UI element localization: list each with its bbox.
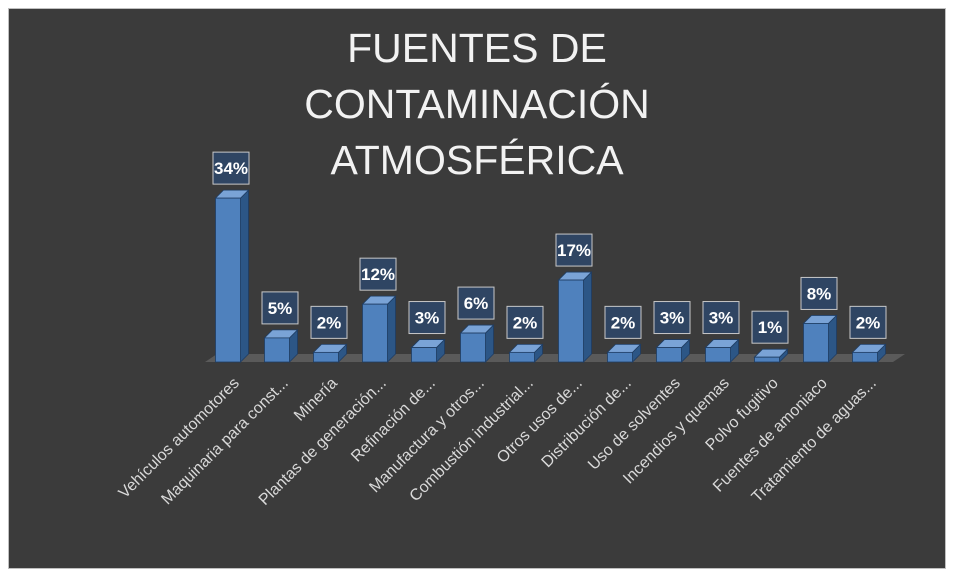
bar-front [558,279,584,363]
bar [606,343,642,363]
bar-front [509,351,535,363]
bar-side [387,295,396,363]
value-label: 2% [317,313,342,332]
value-label: 3% [415,309,440,328]
bar-front [460,332,486,363]
chart-title: FUENTES DE CONTAMINACIÓN ATMOSFÉRICA [304,25,650,183]
bar [508,343,544,363]
x-tick-label: Distribución de... [539,375,635,471]
value-label: 2% [856,313,881,332]
bar-front [215,197,241,363]
value-label: 2% [513,313,538,332]
bar [655,338,691,363]
value-label-box [359,257,397,291]
value-label-box [751,310,789,344]
bar-front [656,347,682,363]
value-label: 1% [758,318,783,337]
value-label: 2% [611,313,636,332]
value-label: 12% [361,265,395,284]
value-label-box [849,305,887,339]
value-label-box [310,305,348,339]
value-label-box [212,151,250,185]
value-label: 3% [709,309,734,328]
bar-front [852,351,878,363]
value-label-box [457,286,495,320]
value-label-box [653,301,691,335]
value-label: 3% [660,309,685,328]
x-tick-label: Refinación de... [348,375,439,466]
x-tick-label: Minería [291,375,341,425]
bar [459,324,495,363]
bar-front [607,351,633,363]
bar-side [240,189,249,363]
x-tick-label: Uso de solventes [585,375,684,474]
value-label-box [261,291,299,325]
value-label: 6% [464,294,489,313]
bar [704,338,740,363]
bar [312,343,348,363]
value-label: 5% [268,299,293,318]
value-label-box [408,301,446,335]
bar-front [362,303,388,363]
bar-front [411,347,437,363]
value-label: 34% [214,159,248,178]
bar [557,271,593,363]
bar-front [313,351,339,363]
value-label-box [702,301,740,335]
value-label-box [555,233,593,267]
bar [361,295,397,363]
bar [214,189,250,363]
floor [205,354,905,362]
value-label: 8% [807,284,832,303]
value-label: 17% [557,241,591,260]
value-label-box [604,305,642,339]
bar [851,343,887,363]
bar-front [803,323,829,363]
bar [753,348,789,363]
bar [263,328,299,363]
x-tick-label: Otros usos de... [494,375,586,467]
bar-front [264,337,290,363]
bar-front [754,356,780,363]
bar [802,314,838,363]
bar [410,338,446,363]
bar-side [583,271,592,363]
bar-front [705,347,731,363]
value-label-box [506,305,544,339]
value-label-box [800,276,838,310]
